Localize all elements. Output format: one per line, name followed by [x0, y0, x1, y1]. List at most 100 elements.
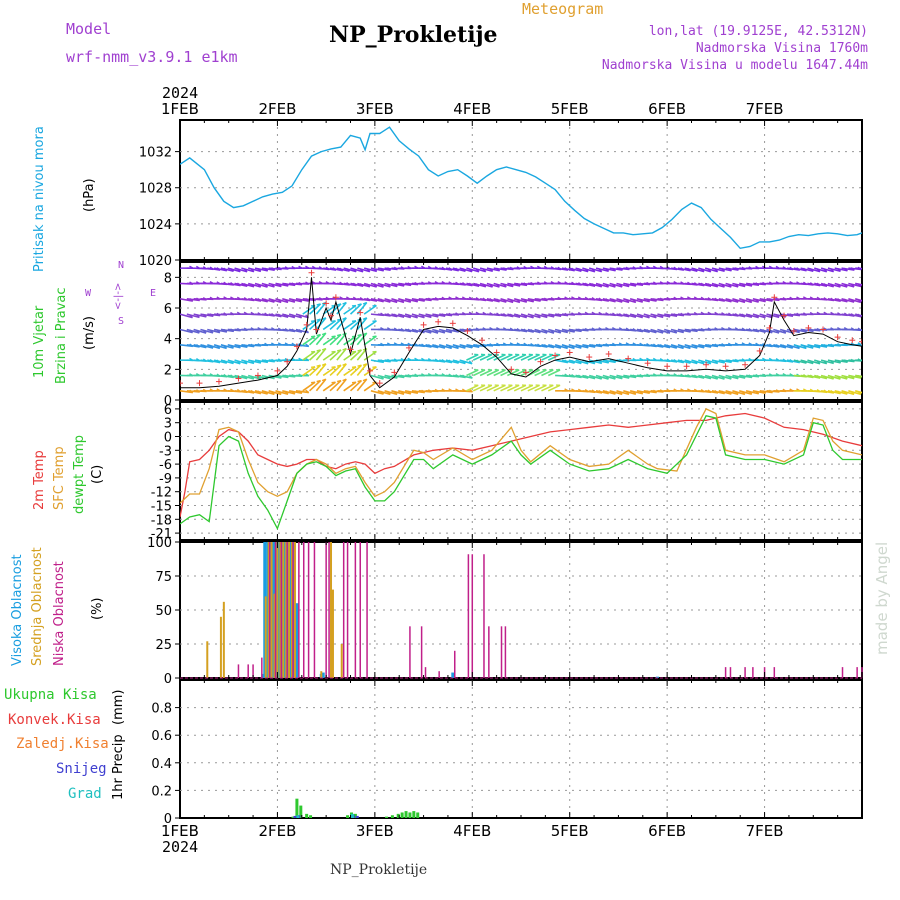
wind-arrow — [377, 298, 391, 303]
wind-arrow — [418, 328, 432, 334]
wind-arrow — [841, 282, 855, 288]
wind-arrow — [698, 344, 712, 348]
cloud-bar-low — [773, 667, 776, 678]
wind-arrow — [247, 374, 261, 380]
wind-arrow — [534, 369, 547, 377]
cloud-bar-mid — [291, 542, 294, 678]
wind-arrow — [732, 282, 746, 288]
wind-arrow — [520, 313, 534, 319]
wind-arrow — [725, 298, 739, 303]
wind-arrow — [275, 298, 289, 304]
wind-arrow — [745, 313, 759, 319]
wind-arrow — [582, 282, 596, 288]
wind-arrow — [793, 344, 807, 350]
wind-arrow — [548, 328, 562, 334]
cloud-bar-low — [467, 554, 470, 678]
wind-arrow — [575, 344, 589, 349]
wind-arrow-head — [357, 303, 362, 306]
wind-arrow — [827, 374, 841, 380]
wind-arrow — [841, 374, 855, 380]
wind-arrow — [725, 359, 739, 363]
wind-arrow — [466, 282, 480, 287]
wind-arrow — [595, 390, 609, 395]
precip-bar-total — [291, 816, 295, 818]
cloud-bar-mid — [276, 542, 279, 678]
wind-arrow — [254, 359, 268, 364]
wind-arrow — [486, 282, 500, 288]
wind-arrow — [732, 374, 746, 379]
cloud-bar-low — [438, 671, 440, 678]
wind-arrow — [623, 390, 637, 395]
wind-arrow-head — [321, 378, 327, 382]
wind-arrow — [466, 384, 479, 392]
cloud-bar-low — [752, 667, 754, 678]
wind-arrow — [329, 267, 343, 272]
wind-arrow — [643, 328, 657, 334]
wind-arrow — [739, 390, 753, 395]
wind-arrow — [220, 359, 234, 365]
wind-arrow — [493, 298, 507, 303]
wind-arrow — [820, 282, 834, 288]
cloud-bar-high — [261, 673, 265, 678]
wind-arrow — [711, 359, 725, 364]
wind-arrow — [282, 282, 296, 287]
wind-arrow-head — [362, 378, 368, 382]
cloud-bar-low — [856, 667, 858, 678]
wind-arrow — [486, 298, 500, 303]
wind-arrow-head — [316, 333, 321, 337]
wind-arrow — [800, 267, 814, 273]
wind-arrow — [807, 359, 821, 365]
wind-compass-w: W — [85, 288, 92, 299]
wind-arrow — [343, 366, 357, 377]
wind-compass-n: N — [118, 260, 125, 271]
wind-arrow — [752, 298, 766, 303]
wind-arrow — [282, 390, 296, 395]
wind-arrow — [589, 359, 602, 365]
wind-arrow — [650, 328, 664, 334]
wind-arrow — [848, 374, 862, 379]
wind-arrow — [432, 328, 446, 334]
wind-arrow — [711, 298, 725, 302]
wind-compass-s: S — [118, 316, 125, 327]
wind-arrow — [248, 390, 262, 395]
cloud-bar-low — [261, 657, 263, 678]
wind-arrow — [718, 298, 732, 303]
wind-arrow — [527, 384, 540, 392]
wind-arrow — [213, 344, 227, 350]
cloud-bar-low — [268, 542, 271, 678]
x-tick-label-bottom: 2FEB — [258, 822, 296, 840]
wind-arrow — [773, 344, 787, 349]
wind-arrow-head — [362, 347, 368, 351]
wind-arrow — [282, 374, 296, 378]
cloud-bar-mid — [267, 542, 270, 678]
wind-arrow-head — [336, 379, 342, 383]
wind-arrow — [527, 353, 540, 361]
wind-arrow — [834, 267, 848, 272]
wind-arrow — [568, 374, 582, 379]
wind-arrow — [745, 374, 760, 378]
wind-arrow — [807, 374, 821, 379]
x-tick-label-top: 3FEB — [356, 100, 394, 118]
wind-arrow — [827, 282, 841, 288]
precip-bar-total — [385, 816, 389, 818]
wind-arrow — [793, 359, 807, 364]
wind-arrow — [315, 363, 327, 376]
pressure-line — [180, 126, 862, 250]
wind-arrow — [773, 328, 787, 334]
wind-arrow — [820, 267, 834, 273]
wind-arrow — [343, 335, 357, 346]
y-tick-label: -9 — [159, 472, 172, 487]
x-tick-label-top: 4FEB — [453, 100, 491, 118]
wind-arrow — [350, 267, 364, 273]
wind-arrow — [302, 350, 316, 361]
wind-arrow — [261, 267, 275, 271]
wind-arrow — [650, 298, 664, 302]
wind-arrow — [691, 282, 705, 287]
wind-arrow — [288, 298, 302, 303]
wind-arrow — [616, 298, 630, 304]
y-tick-label: 75 — [155, 570, 172, 585]
wind-arrow — [827, 359, 841, 364]
wind-arrow — [677, 328, 691, 333]
wind-arrow — [568, 344, 582, 349]
wind-arrow — [459, 282, 473, 287]
